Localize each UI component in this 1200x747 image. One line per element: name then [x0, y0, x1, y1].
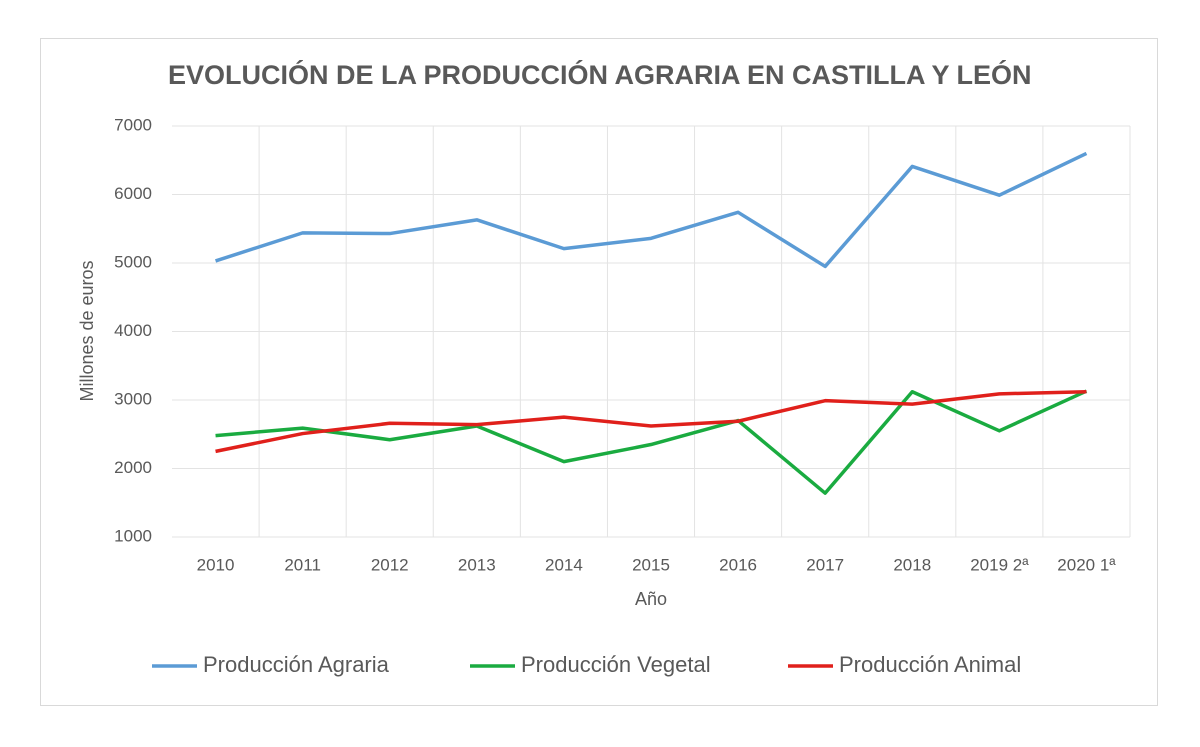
y-axis-title: Millones de euros [77, 260, 97, 401]
x-tick-label: 2019 2ª [970, 555, 1029, 574]
x-tick-label: 2013 [458, 555, 496, 574]
legend-label: Producción Vegetal [521, 652, 711, 677]
x-tick-label: 2020 1ª [1057, 555, 1116, 574]
x-tick-label: 2012 [371, 555, 409, 574]
x-tick-label: 2010 [197, 555, 235, 574]
y-tick-label: 4000 [114, 321, 152, 340]
x-tick-label: 2011 [284, 555, 321, 574]
x-tick-label: 2018 [893, 555, 931, 574]
series-line [215, 151, 1088, 269]
legend-label: Producción Animal [839, 652, 1021, 677]
x-tick-label: 2017 [806, 555, 844, 574]
y-tick-label: 6000 [114, 184, 152, 203]
y-tick-label: 7000 [114, 115, 152, 134]
x-tick-label: 2015 [632, 555, 670, 574]
x-axis-title: Año [635, 589, 667, 609]
chart-frame [40, 38, 1158, 706]
series-line [215, 389, 1088, 495]
chart-title: EVOLUCIÓN DE LA PRODUCCIÓN AGRARIA EN CA… [168, 59, 1032, 90]
y-tick-label: 5000 [114, 252, 152, 271]
x-tick-label: 2014 [545, 555, 583, 574]
y-tick-label: 3000 [114, 389, 152, 408]
y-tick-label: 2000 [114, 458, 152, 477]
y-tick-label: 1000 [114, 526, 152, 545]
x-tick-label: 2016 [719, 555, 757, 574]
series-line [215, 390, 1087, 454]
legend-label: Producción Agraria [203, 652, 390, 677]
